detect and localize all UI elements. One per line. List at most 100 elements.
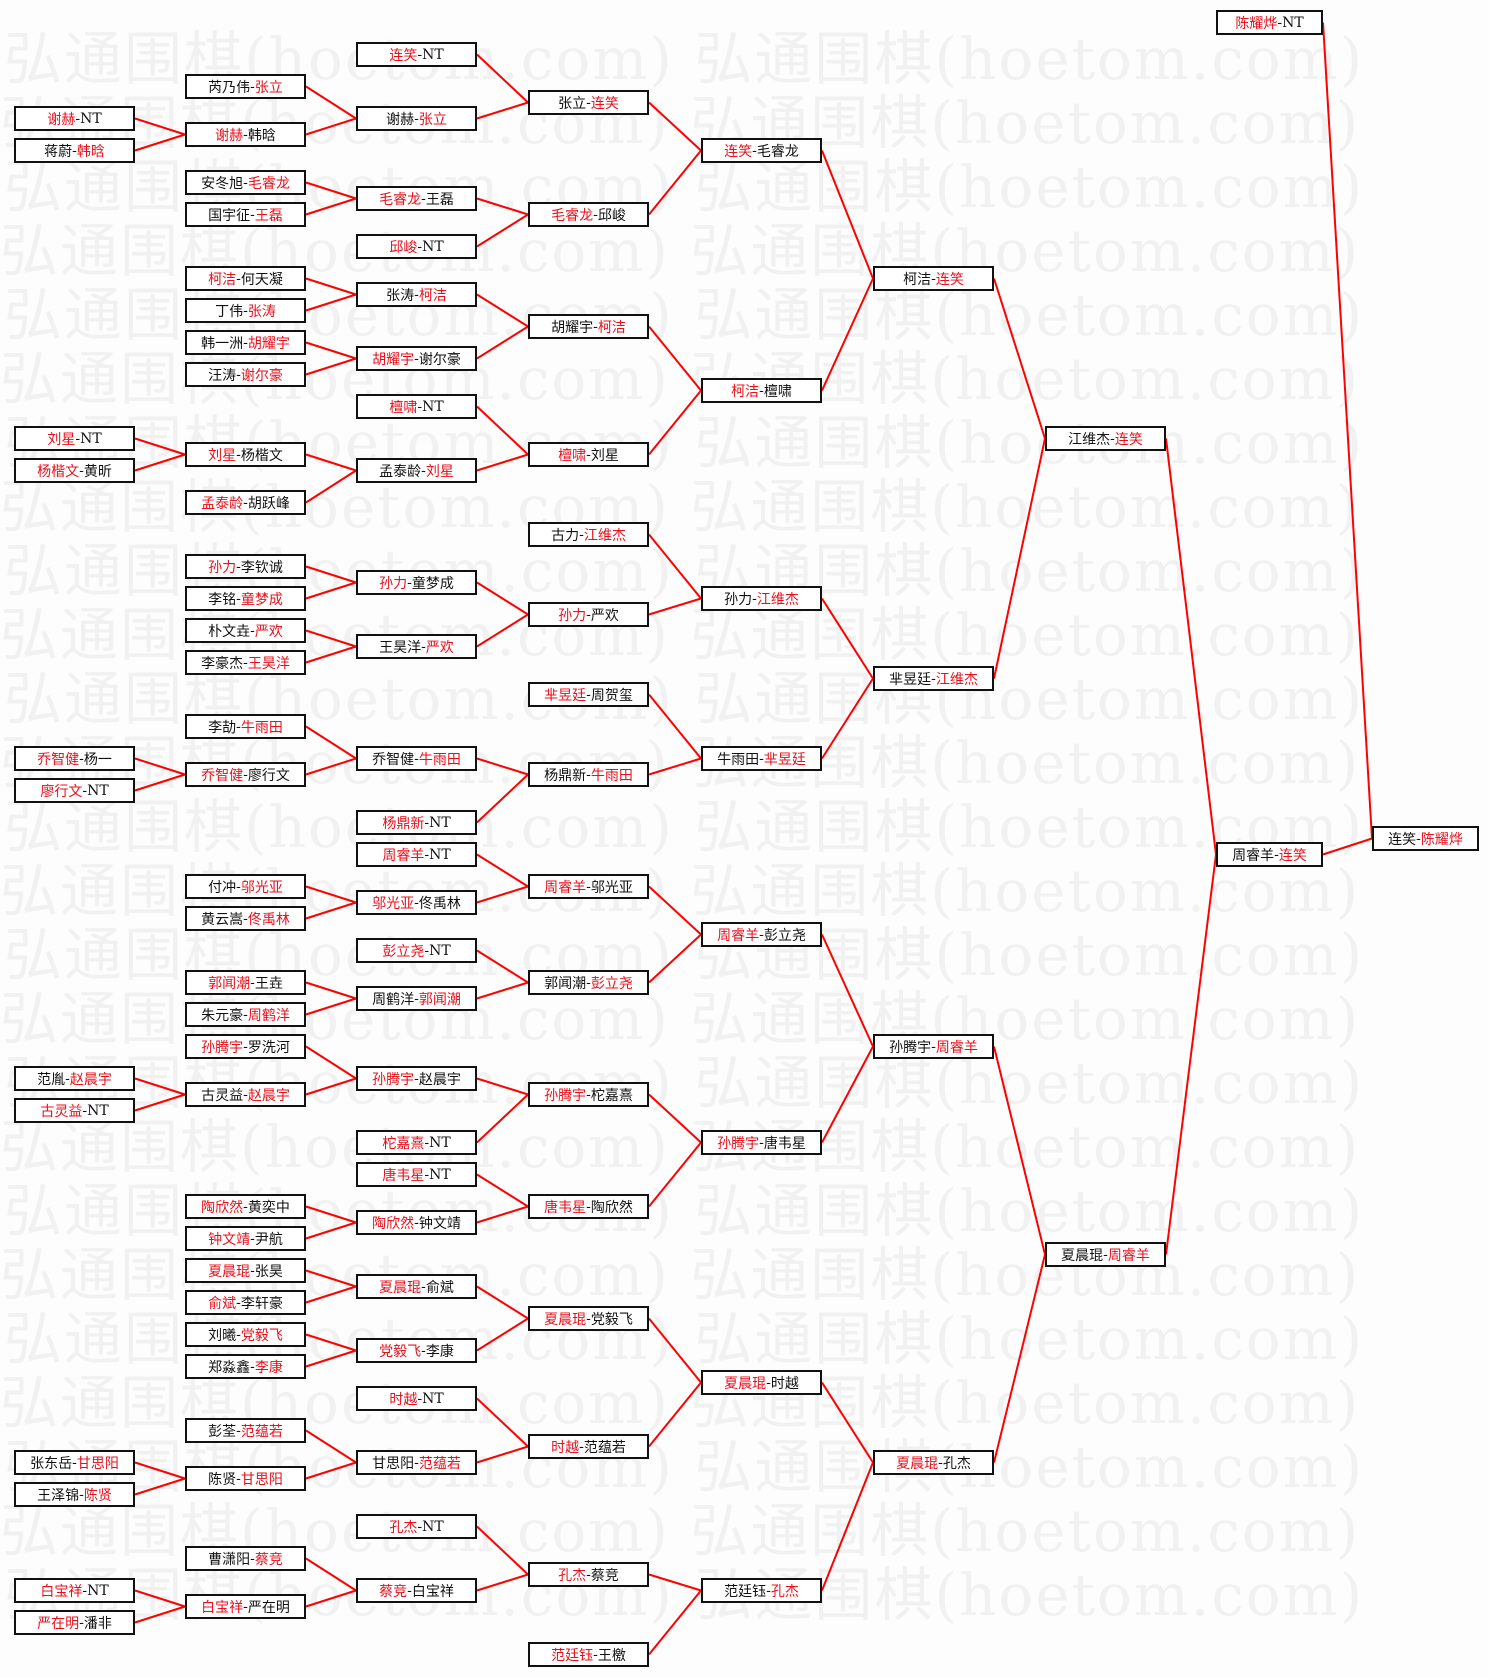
bracket-connector — [476, 757, 529, 776]
player-1: 夏晨琨 — [896, 1455, 939, 1472]
separator: - — [586, 446, 591, 463]
match-box: 安冬旭 - 毛睿龙 — [185, 170, 306, 195]
player-1: 夏晨琨 — [1061, 1247, 1104, 1264]
separator: - — [752, 142, 757, 159]
separator: - — [414, 350, 419, 367]
bracket-connector — [305, 1429, 357, 1464]
match-box: 唐韦星 - NT — [356, 1162, 477, 1187]
bracket-connector — [305, 1285, 357, 1304]
match-box: 胡耀宇 - 柯洁 — [528, 314, 649, 339]
player-2: 童梦成 — [240, 591, 283, 608]
bracket-connector — [648, 693, 702, 760]
bracket-connector — [134, 133, 186, 152]
separator: - — [586, 1566, 591, 1583]
player-2: NT — [422, 1390, 444, 1407]
player-1: 孟泰龄 — [201, 495, 244, 512]
separator: - — [243, 1198, 248, 1215]
separator: - — [424, 846, 430, 863]
bracket-connector — [648, 1093, 702, 1144]
player-1: 陶欣然 — [372, 1215, 415, 1232]
player-1: 李铭 — [208, 591, 237, 608]
bracket-connector — [134, 117, 186, 136]
player-2: 廖行文 — [247, 767, 290, 784]
player-2: 李钦诚 — [240, 559, 283, 576]
player-2: 陈耀烨 — [1420, 831, 1463, 848]
separator: - — [243, 494, 248, 511]
bracket-connector — [134, 1093, 186, 1112]
match-box: 周睿羊 - 彭立尧 — [701, 922, 822, 947]
bracket-connector — [134, 1477, 186, 1496]
bracket-connector — [305, 629, 357, 648]
separator: - — [931, 270, 936, 287]
match-box: 孙力 - 李钦诚 — [185, 554, 306, 579]
player-2: NT — [429, 1166, 451, 1183]
match-box: 孟泰龄 - 胡跃峰 — [185, 490, 306, 515]
bracket-connector — [821, 150, 874, 279]
separator: - — [250, 1358, 255, 1375]
bracket-connector — [134, 757, 186, 776]
player-2: 江维杰 — [583, 527, 626, 544]
match-box: 乔智健 - 杨一 — [14, 746, 135, 771]
player-2: NT — [80, 430, 102, 447]
separator: - — [414, 1214, 419, 1231]
separator: - — [424, 1166, 430, 1183]
separator: - — [586, 974, 591, 991]
match-box: 唐韦星 - 陶欣然 — [528, 1194, 649, 1219]
player-1: 陈贤 — [208, 1471, 237, 1488]
match-box: 陶欣然 - 黄奕中 — [185, 1194, 306, 1219]
player-1: 彭立尧 — [382, 943, 425, 960]
player-1: 国宇征 — [208, 207, 251, 224]
match-box: 蒋蔚 - 韩晗 — [14, 138, 135, 163]
bracket-connector — [305, 469, 357, 504]
player-2: 严欢 — [254, 623, 283, 640]
player-2: 黄奕中 — [247, 1199, 290, 1216]
player-2: 王垚 — [254, 975, 283, 992]
match-box: 陶欣然 - 钟文靖 — [356, 1210, 477, 1235]
match-box: 邱峻 - NT — [356, 234, 477, 259]
bracket-connector — [305, 1589, 357, 1608]
player-1: 陈耀烨 — [1235, 15, 1278, 32]
player-2: 何天凝 — [240, 271, 283, 288]
bracket-connector — [648, 597, 702, 616]
player-1: 孙腾宇 — [544, 1087, 587, 1104]
player-2: 谢尔豪 — [240, 367, 283, 384]
player-2: 严欢 — [590, 607, 619, 624]
bracket-connector — [476, 405, 529, 456]
bracket-connector — [305, 85, 357, 120]
separator: - — [79, 462, 84, 479]
match-box: 朴文垚 - 严欢 — [185, 618, 306, 643]
player-2: 胡跃峰 — [247, 495, 290, 512]
player-2: 张立 — [254, 79, 283, 96]
separator: - — [766, 1374, 771, 1391]
bracket-connector — [648, 149, 702, 216]
player-1: 时越 — [551, 1439, 580, 1456]
player-2: 赵晨宇 — [418, 1071, 461, 1088]
player-2: 蔡竞 — [590, 1567, 619, 1584]
player-2: 王檄 — [597, 1647, 626, 1664]
match-box: 乔智健 - 廖行文 — [185, 762, 306, 787]
match-box: 胡耀宇 - 谢尔豪 — [356, 346, 477, 371]
separator: - — [421, 638, 426, 655]
player-2: 陶欣然 — [590, 1199, 633, 1216]
player-1: 孙腾宇 — [201, 1039, 244, 1056]
player-2: 李康 — [254, 1359, 283, 1376]
separator: - — [75, 110, 81, 127]
separator: - — [250, 1262, 255, 1279]
bracket-connector — [476, 197, 529, 216]
bracket-connector — [1165, 854, 1217, 1255]
player-1: 唐韦星 — [544, 1199, 587, 1216]
player-2: 彭立尧 — [590, 975, 633, 992]
bracket-connector — [476, 453, 529, 472]
bracket-connector — [305, 565, 357, 584]
player-1: 夏晨琨 — [379, 1279, 422, 1296]
separator: - — [938, 1454, 943, 1471]
separator: - — [79, 1486, 84, 1503]
player-2: NT — [422, 238, 444, 255]
player-1: 刘星 — [208, 447, 237, 464]
player-2: 牛雨田 — [418, 751, 461, 768]
player-1: 胡耀宇 — [551, 319, 594, 336]
player-1: 孙力 — [379, 575, 408, 592]
player-1: 连笑 — [724, 143, 753, 160]
separator: - — [417, 1390, 423, 1407]
separator: - — [759, 750, 764, 767]
